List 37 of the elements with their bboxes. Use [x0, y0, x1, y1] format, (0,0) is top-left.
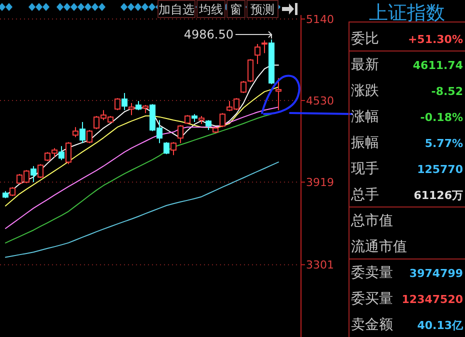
category-label: 涨幅: [351, 109, 379, 125]
category-label: 流通市值: [351, 239, 407, 255]
text: 40.13亿: [417, 319, 463, 332]
text: 5.77%: [424, 137, 463, 150]
line-series: [5, 114, 272, 244]
text: -8.52: [431, 85, 463, 98]
y-tick-label: 3301: [306, 258, 334, 272]
candlestick: [276, 78, 282, 111]
annotation: 预测: [250, 2, 274, 16]
text: 上证指数: [369, 2, 445, 24]
line-series: [5, 86, 279, 206]
annotation: 加自选: [158, 2, 194, 16]
text: 61126万: [414, 189, 463, 202]
category-label: 现手: [351, 161, 379, 177]
annotation: 窗: [230, 2, 242, 16]
category-label: 涨跌: [351, 83, 379, 99]
line-series: [5, 162, 279, 258]
category-label: 卖金额: [351, 317, 393, 333]
category-label: 总手: [350, 187, 379, 203]
y-tick-label: 4530: [306, 94, 334, 108]
annotation: 均线: [198, 2, 223, 16]
text: +51.30%: [408, 33, 463, 46]
annotation: 4986.50: [184, 28, 234, 42]
category-label: 委卖量: [351, 265, 393, 281]
category-label: 委买量: [351, 291, 393, 307]
text: 125770: [417, 163, 463, 176]
text: 12347520: [402, 293, 463, 306]
category-label: 振幅: [351, 135, 379, 151]
y-tick-label: 5140: [306, 12, 334, 26]
category-label: 委比: [351, 31, 379, 47]
line-series: [5, 106, 279, 230]
text: 4611.74: [412, 59, 463, 72]
category-label: 总市值: [350, 213, 393, 229]
category-label: 最新: [351, 57, 379, 73]
text: 3974799: [409, 267, 463, 280]
y-tick-label: 3919: [306, 176, 334, 189]
text: -0.18%: [420, 111, 463, 124]
